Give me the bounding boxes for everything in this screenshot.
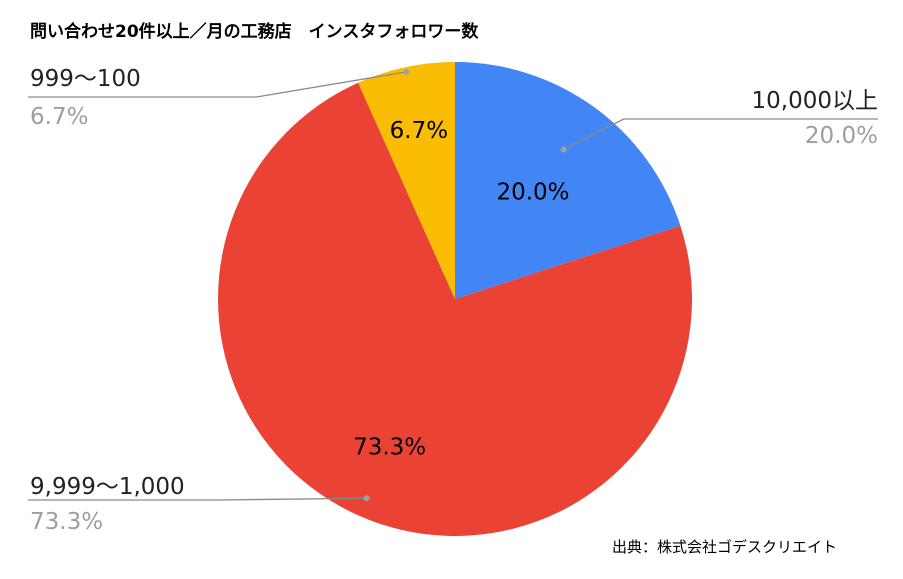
legend-category-label: 999〜100 xyxy=(30,66,141,92)
legend-percent-label: 73.3% xyxy=(30,509,103,535)
chart-title: 問い合わせ20件以上／月の工務店 インスタフォロワー数 xyxy=(30,21,479,42)
slice-2 xyxy=(217,82,692,537)
legend-percent-label: 20.0% xyxy=(805,123,878,149)
leader-dot xyxy=(403,68,410,75)
leader-dot xyxy=(560,146,567,153)
slice-value-label: 20.0% xyxy=(496,180,569,206)
leader-line xyxy=(28,497,367,501)
slice-1 xyxy=(455,62,681,299)
slice-3 xyxy=(358,62,455,299)
legend-category-label: 10,000以上 xyxy=(752,88,878,114)
source-note: 出典：株式会社ゴデスクリエイト xyxy=(612,538,837,556)
leader-line xyxy=(563,118,878,151)
slice-value-label: 73.3% xyxy=(353,434,426,460)
leader-lines: 10,000以上 20.0% 9,999〜1,000 73.3% 999〜100 6.7% xyxy=(28,66,878,535)
legend-category-label: 9,999〜1,000 xyxy=(30,474,185,500)
leader-dot xyxy=(363,495,370,502)
pie-slices: 20.0% 73.3% 6.7% xyxy=(217,62,692,537)
leader-line xyxy=(28,71,407,98)
legend-percent-label: 6.7% xyxy=(30,104,88,130)
slice-value-label: 6.7% xyxy=(390,118,448,144)
